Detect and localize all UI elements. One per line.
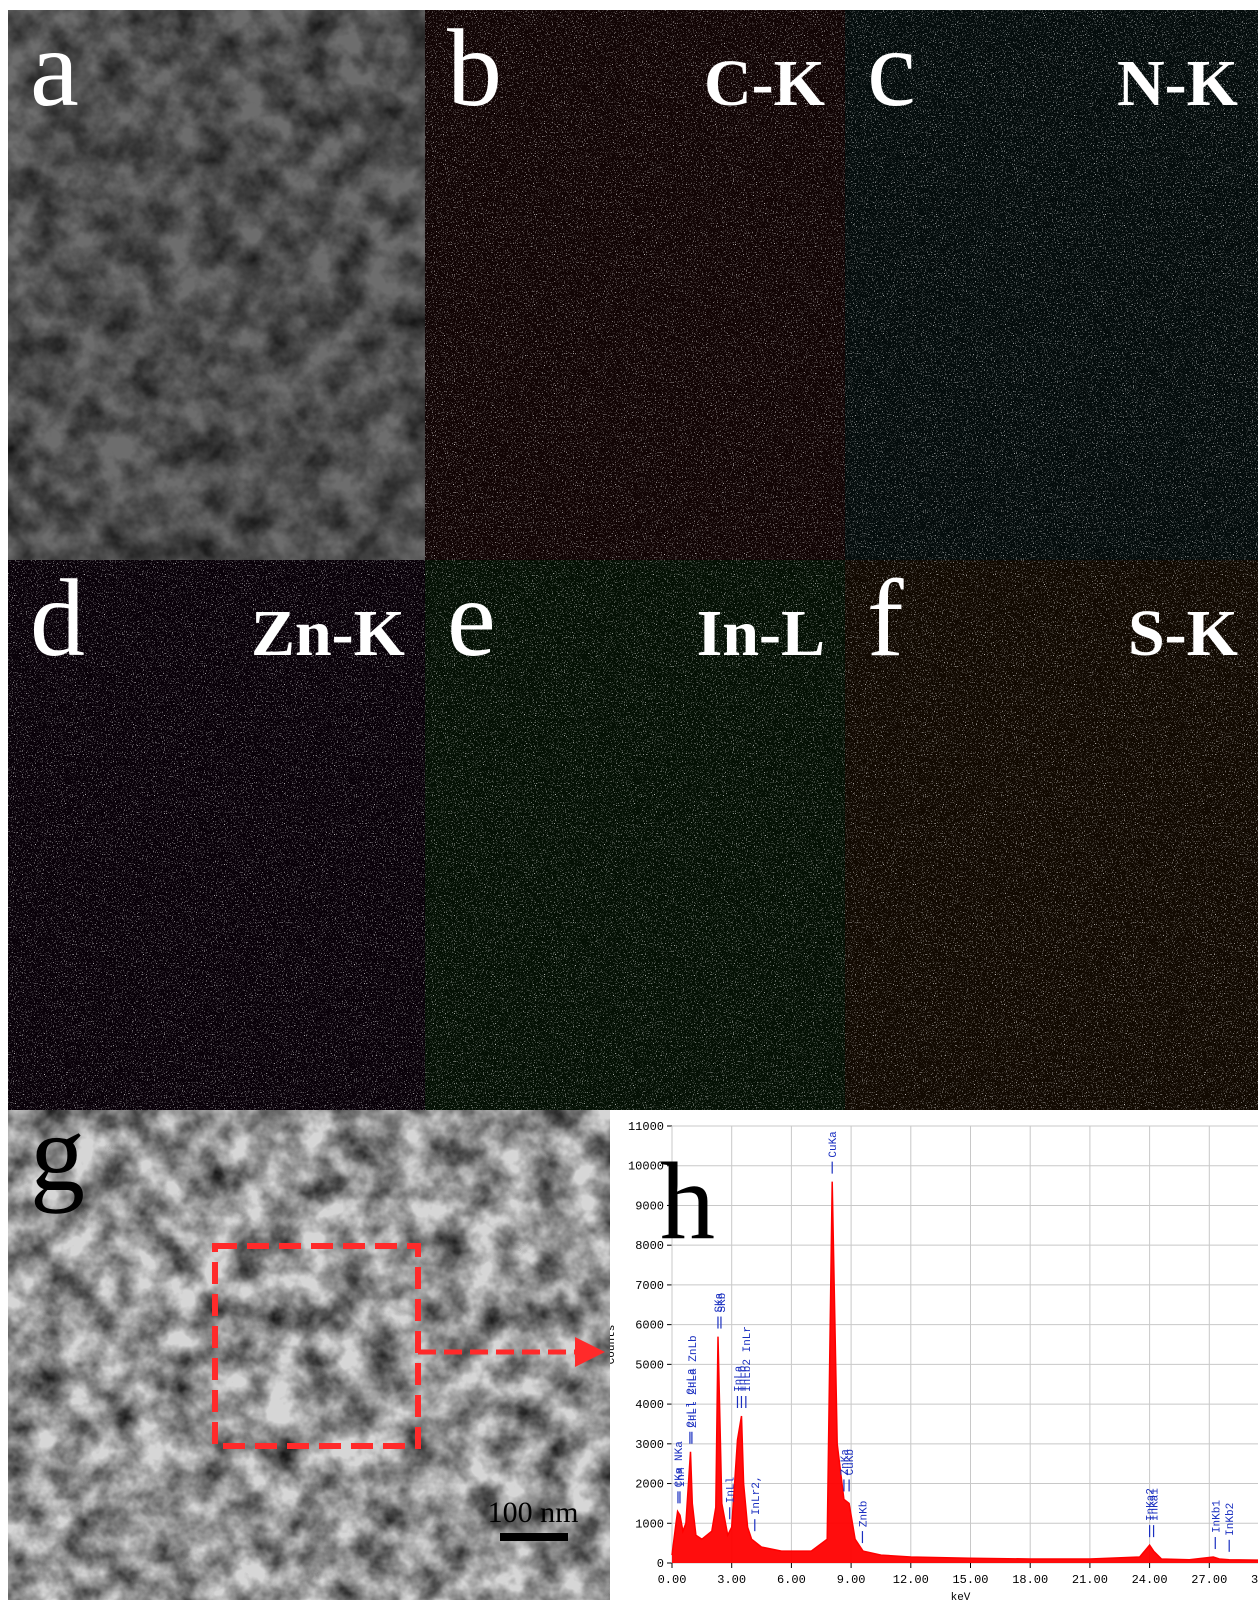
y-tick-label: 1000 — [635, 1517, 664, 1531]
peak-label: CuKb — [845, 1449, 857, 1475]
x-tick-label: 0.00 — [658, 1573, 687, 1587]
figure: a b C-K c N-K d Zn-K e In-L f S-K g 100 nm 0 1000 2000… — [0, 0, 1258, 1605]
peak-label: ZnLl ZnLa ZnLb — [688, 1335, 700, 1427]
y-tick-label: 0 — [657, 1557, 664, 1571]
panel-label: f — [867, 557, 904, 679]
spectrum-chart: 0100020003000400050006000700080009000100… — [606, 1110, 1258, 1605]
peak-label: InLb2 InLr — [742, 1326, 754, 1392]
y-tick-label: 6000 — [635, 1319, 664, 1333]
peak-label: InLr2, — [751, 1476, 763, 1516]
element-label: N-K — [1117, 47, 1238, 120]
x-tick-label: 12.00 — [893, 1573, 929, 1587]
panel-label: g — [30, 1092, 85, 1214]
x-tick-label: 15.00 — [952, 1573, 988, 1587]
element-label: S-K — [1128, 597, 1238, 670]
y-tick-label: 5000 — [635, 1358, 664, 1372]
panel-label: h — [660, 1140, 715, 1262]
x-tick-label: 27.00 — [1191, 1573, 1227, 1587]
y-tick-label: 4000 — [635, 1398, 664, 1412]
x-tick-label: 30.00 — [1251, 1573, 1258, 1587]
panel-label: e — [447, 557, 496, 679]
y-tick-label: 7000 — [635, 1279, 664, 1293]
scale-bar — [500, 1533, 568, 1541]
peak-label: CuKa — [828, 1131, 840, 1158]
x-tick-label: 3.00 — [717, 1573, 746, 1587]
y-tick-label: 2000 — [635, 1478, 664, 1492]
panel-label: c — [867, 7, 916, 129]
y-tick-label: 11000 — [628, 1120, 664, 1134]
x-tick-label: 6.00 — [777, 1573, 806, 1587]
x-tick-label: 9.00 — [837, 1573, 866, 1587]
panel-label: a — [30, 7, 79, 129]
x-tick-label: 24.00 — [1132, 1573, 1168, 1587]
peak-label: InKb2 — [1225, 1503, 1237, 1536]
panel-label: b — [447, 7, 502, 129]
peak-label: SKb — [717, 1293, 729, 1313]
element-label: C-K — [704, 47, 825, 120]
element-label: Zn-K — [251, 597, 405, 670]
x-tick-label: 18.00 — [1012, 1573, 1048, 1587]
peak-label: InM — [676, 1468, 688, 1488]
x-axis-label: keV — [951, 1592, 971, 1604]
element-label: In-L — [697, 597, 825, 670]
y-tick-label: 3000 — [635, 1438, 664, 1452]
y-tick-label: 10000 — [628, 1160, 664, 1174]
scale-bar-label: 100 nm — [488, 1496, 579, 1529]
peak-label: InKb1 — [1211, 1500, 1223, 1533]
peak-label: ZnKb — [858, 1501, 870, 1527]
peak-label: InLl — [726, 1477, 738, 1503]
x-tick-label: 21.00 — [1072, 1573, 1108, 1587]
peak-label: InKa1 — [1150, 1488, 1162, 1521]
panel-label: d — [30, 557, 85, 679]
